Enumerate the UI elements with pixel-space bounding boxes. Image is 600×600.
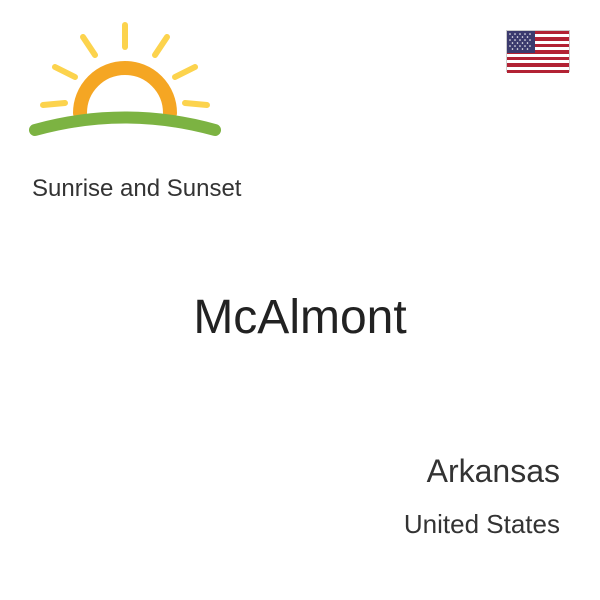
region-name: Arkansas [427,453,560,490]
sunrise-logo-icon [25,15,225,155]
city-name: McAlmont [0,290,600,345]
subtitle-text: Sunrise and Sunset [32,175,241,203]
us-flag-icon [506,30,570,72]
country-name: United States [404,509,560,540]
